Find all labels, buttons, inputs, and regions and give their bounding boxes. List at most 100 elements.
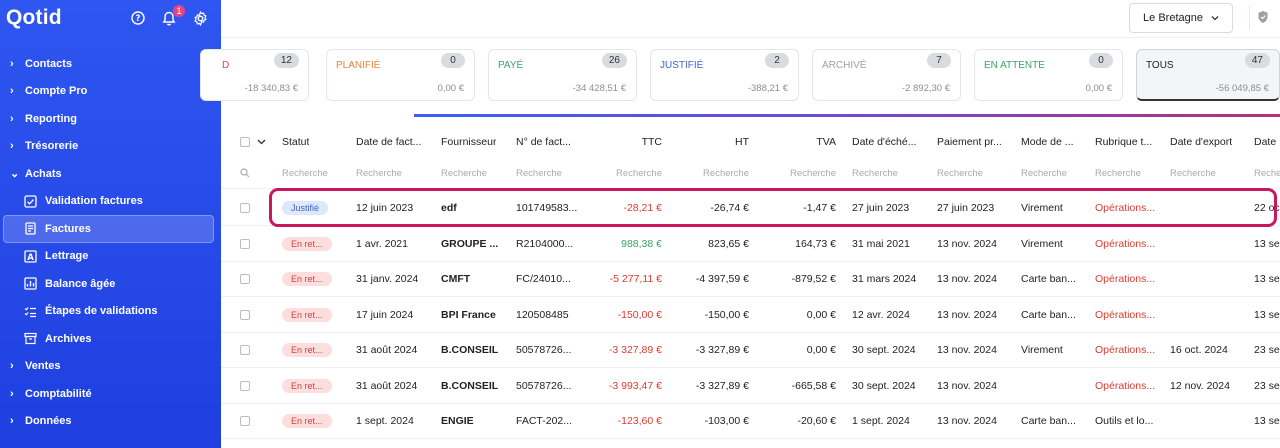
table-row[interactable]: En ret... 1 sept. 2024 ENGIE FACT-202... -12… bbox=[221, 403, 1280, 439]
search-input-rubrique[interactable]: Recherche bbox=[1095, 167, 1141, 179]
due-value: 31 mai 2021 bbox=[852, 237, 910, 250]
sidebar-item-archives[interactable]: Archives bbox=[0, 325, 221, 353]
search-input-fournisseur[interactable]: Recherche bbox=[441, 167, 487, 179]
search-input-date[interactable]: Recherche bbox=[1254, 167, 1280, 179]
gear-icon[interactable] bbox=[191, 9, 209, 27]
search-input-statut[interactable]: Recherche bbox=[282, 167, 328, 179]
organization-select[interactable]: Le Bretagne bbox=[1129, 3, 1233, 33]
bell-icon[interactable]: 1 bbox=[160, 5, 185, 27]
table-row[interactable]: En ret... 1 avr. 2021 GROUPE ... R2104000..… bbox=[221, 226, 1280, 262]
search-input-export[interactable]: Recherche bbox=[1170, 167, 1216, 179]
column-header-ttc[interactable]: TTC bbox=[641, 136, 662, 148]
table-row[interactable]: En ret... 31 janv. 2024 CMFT FC/24010... -5 … bbox=[221, 261, 1280, 297]
sidebar-item-contacts[interactable]: › Contacts bbox=[0, 50, 221, 78]
divider bbox=[221, 331, 1280, 333]
payment-value: 13 nov. 2024 bbox=[937, 415, 997, 427]
chevron-right-icon: › bbox=[10, 85, 14, 98]
help-icon[interactable]: ? bbox=[129, 9, 147, 27]
lettrage-icon: A bbox=[24, 250, 37, 263]
search-input-ttc[interactable]: Recherche bbox=[616, 167, 662, 179]
column-header-tva[interactable]: TVA bbox=[816, 136, 836, 148]
ttc-value: -28,21 € bbox=[623, 202, 662, 214]
cell-number: FC/24010... bbox=[516, 261, 571, 297]
sidebar-item-balance-agee[interactable]: Balance âgée bbox=[0, 270, 221, 298]
number-value: 50578726... bbox=[516, 379, 572, 392]
search-input-paiement[interactable]: Recherche bbox=[937, 167, 983, 179]
row-checkbox[interactable] bbox=[240, 368, 250, 404]
column-header-paiement[interactable]: Paiement pr... bbox=[937, 136, 1002, 148]
rubrique-value[interactable]: Outils et lo... bbox=[1095, 415, 1154, 427]
cell-ht: -3 327,89 € bbox=[686, 332, 749, 368]
sidebar-item-reporting[interactable]: › Reporting bbox=[0, 105, 221, 133]
sidebar-item-lettrage[interactable]: A Lettrage bbox=[0, 243, 221, 271]
sidebar-item-achats[interactable]: ⌄ Achats bbox=[0, 160, 221, 188]
row-checkbox[interactable] bbox=[240, 297, 250, 333]
rubrique-value[interactable]: Opérations... bbox=[1095, 308, 1156, 321]
rubrique-value[interactable]: Opérations... bbox=[1095, 379, 1156, 392]
table-row[interactable]: Justifié 12 juin 2023 edf 101749583... -28,2… bbox=[221, 190, 1280, 226]
cell-payment: 13 nov. 2024 bbox=[937, 368, 997, 404]
sidebar-item-etapes-validations[interactable]: Étapes de validations bbox=[0, 298, 221, 326]
select-all-checkbox[interactable] bbox=[240, 124, 250, 160]
number-value: 50578726... bbox=[516, 344, 572, 356]
number-value: FACT-202... bbox=[516, 415, 573, 427]
row-checkbox[interactable] bbox=[240, 190, 250, 226]
chevron-down-icon[interactable] bbox=[257, 124, 266, 160]
sidebar-item-donnees[interactable]: › Données bbox=[0, 408, 221, 436]
column-header-ht[interactable]: HT bbox=[735, 136, 749, 148]
sidebar-item-ventes[interactable]: › Ventes bbox=[0, 353, 221, 381]
tva-value: 164,73 € bbox=[795, 237, 836, 250]
table-row[interactable]: En ret... 31 août 2024 B.CONSEIL 50578726..… bbox=[221, 368, 1280, 404]
search-input-tva[interactable]: Recherche bbox=[790, 167, 836, 179]
table-row[interactable]: En ret... 17 juin 2024 BPI France 120508485… bbox=[221, 297, 1280, 333]
search-input-ht[interactable]: Recherche bbox=[703, 167, 749, 179]
card-label: TOUS bbox=[1146, 60, 1174, 71]
cell-payment: 13 nov. 2024 bbox=[937, 261, 997, 297]
column-header-date-facture[interactable]: Date de fact... bbox=[356, 136, 422, 148]
column-header-rubrique[interactable]: Rubrique t... bbox=[1095, 136, 1153, 148]
column-header-fournisseur[interactable]: Fournisseur bbox=[441, 136, 497, 148]
sidebar-item-compte-pro[interactable]: › Compte Pro bbox=[0, 78, 221, 106]
cell-ttc: -3 993,47 € bbox=[601, 368, 662, 404]
row-checkbox[interactable] bbox=[240, 226, 250, 262]
row-checkbox[interactable] bbox=[240, 332, 250, 368]
status-badge: En ret... bbox=[282, 272, 332, 286]
table-row[interactable]: En ret... 31 août 2024 B.CONSEIL 50578726..… bbox=[221, 332, 1280, 368]
cell-export: 16 oct. 2024 bbox=[1170, 332, 1228, 368]
status-card-archive[interactable]: ARCHIVÉ 7 -2 892,30 € bbox=[812, 49, 961, 101]
search-input-date[interactable]: Recherche bbox=[356, 167, 402, 179]
status-card-tous[interactable]: TOUS 47 -56 049,85 € bbox=[1136, 49, 1280, 101]
sidebar-item-comptabilite[interactable]: › Comptabilité bbox=[0, 380, 221, 408]
search-input-echeance[interactable]: Recherche bbox=[852, 167, 898, 179]
cell-mode: Carte ban... bbox=[1021, 297, 1076, 333]
cell-ttc: -123,60 € bbox=[601, 403, 662, 439]
sidebar-item-tresorerie[interactable]: › Trésorerie bbox=[0, 133, 221, 161]
status-card-paye[interactable]: PAYÉ 26 -34 428,51 € bbox=[488, 49, 637, 101]
search-input-mode[interactable]: Recherche bbox=[1021, 167, 1067, 179]
status-card-planifie[interactable]: PLANIFIÉ 0 0,00 € bbox=[326, 49, 475, 101]
column-header-mode[interactable]: Mode de ... bbox=[1021, 136, 1074, 148]
column-header-numero[interactable]: N° de fact... bbox=[516, 136, 571, 148]
status-card-retard[interactable]: D 12 -18 340,83 € bbox=[200, 49, 309, 101]
column-header-date[interactable]: Date bbox=[1254, 136, 1277, 148]
rubrique-value[interactable]: Opérations... bbox=[1095, 237, 1156, 250]
status-badge: En ret... bbox=[282, 236, 332, 251]
ttc-value: -3 327,89 € bbox=[608, 344, 662, 356]
rubrique-value[interactable]: Opérations... bbox=[1095, 202, 1156, 214]
row-checkbox[interactable] bbox=[240, 261, 250, 297]
row-checkbox[interactable] bbox=[240, 403, 250, 439]
cell-last: 13 se bbox=[1254, 261, 1280, 297]
date-value: 17 juin 2024 bbox=[356, 308, 414, 321]
column-header-statut[interactable]: Statut bbox=[282, 136, 310, 148]
column-header-date-export[interactable]: Date d'export bbox=[1170, 136, 1233, 148]
column-header-date-echeance[interactable]: Date d'éché... bbox=[852, 136, 917, 148]
card-count: 0 bbox=[1089, 53, 1113, 68]
sidebar-item-validation-factures[interactable]: Validation factures bbox=[0, 188, 221, 216]
status-card-justifie[interactable]: JUSTIFIÉ 2 -388,21 € bbox=[650, 49, 799, 101]
search-input-numero[interactable]: Recherche bbox=[516, 167, 562, 179]
status-card-en-attente[interactable]: EN ATTENTE 0 0,00 € bbox=[974, 49, 1123, 101]
rubrique-value[interactable]: Opérations... bbox=[1095, 344, 1156, 356]
shield-icon[interactable] bbox=[1257, 10, 1269, 29]
rubrique-value[interactable]: Opérations... bbox=[1095, 273, 1156, 285]
sidebar-item-factures[interactable]: Factures bbox=[3, 215, 214, 243]
